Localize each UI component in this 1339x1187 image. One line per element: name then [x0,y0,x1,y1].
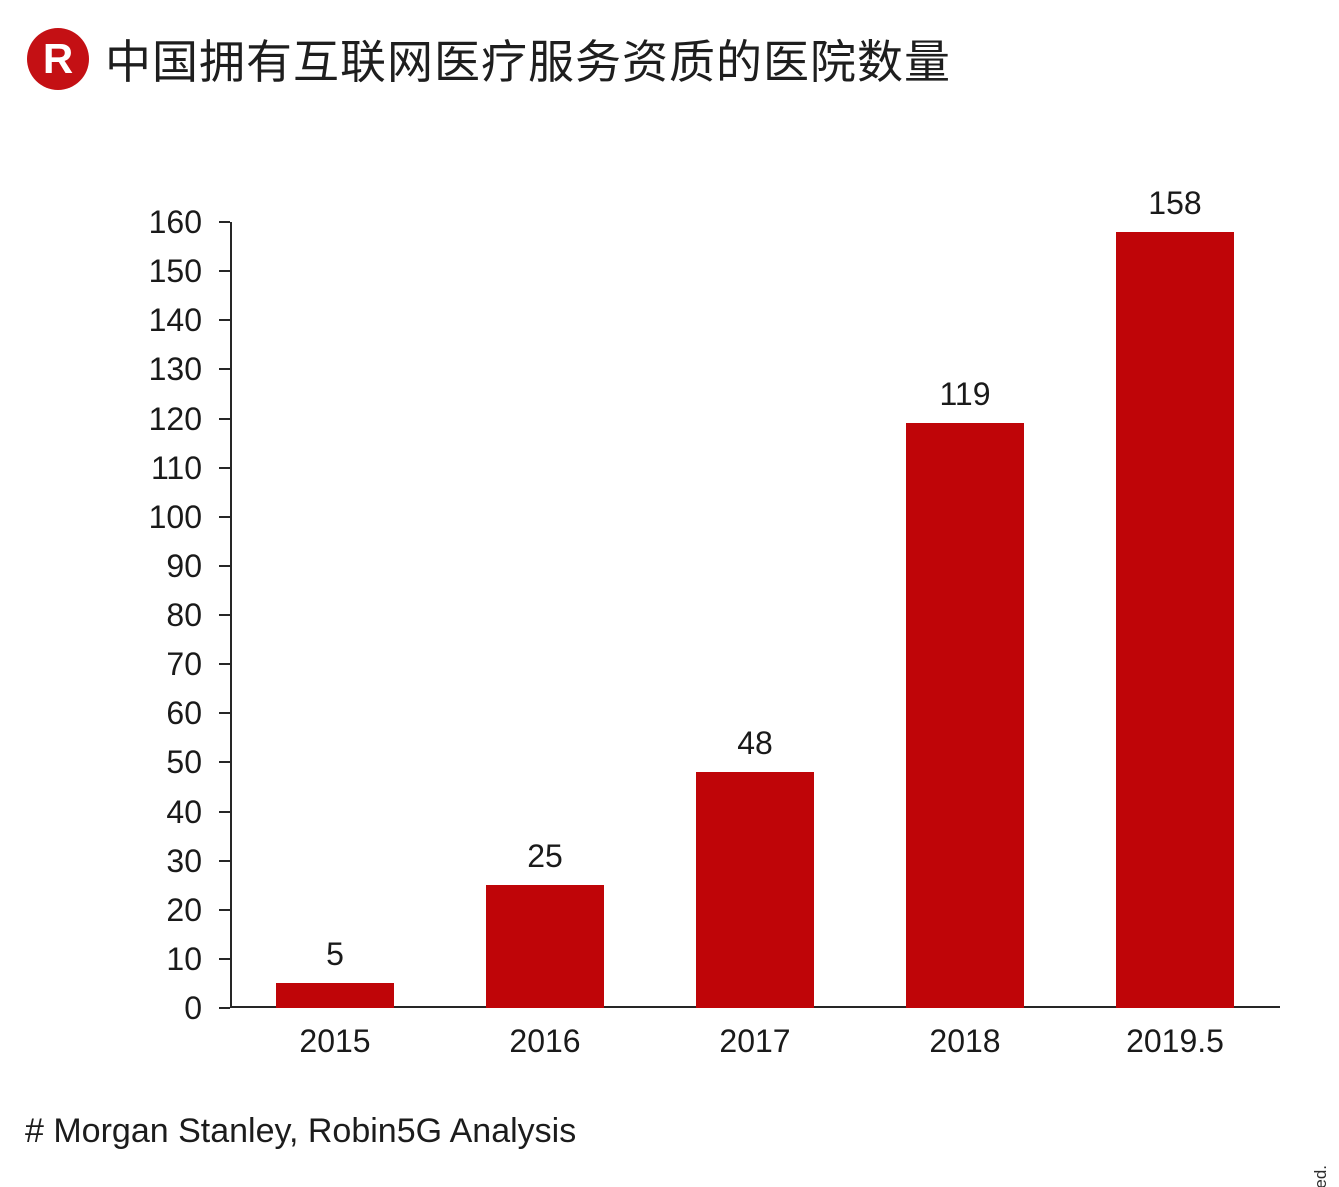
y-axis-tick [219,270,230,273]
y-axis-tick-label: 20 [166,891,202,928]
y-axis-tick-label: 10 [166,940,202,977]
y-axis-tick-label: 40 [166,793,202,830]
bar-2016 [486,885,604,1008]
y-axis-tick [219,859,230,862]
bar-value-label: 158 [1148,184,1202,221]
y-axis-tick-label: 150 [148,253,202,290]
y-axis-tick-label: 0 [184,990,202,1026]
bar-value-label: 5 [326,936,344,973]
chart-title: 中国拥有互联网医疗服务资质的医院数量 [105,36,951,88]
bar-value-label: 25 [527,838,563,875]
y-axis-tick [219,761,230,764]
y-axis-tick-label: 70 [166,646,202,683]
robin5g-logo-icon: R [27,28,89,90]
y-axis-tick-label: 160 [148,204,202,240]
y-axis-tick-label: 90 [166,547,202,584]
bar-2019.5 [1116,231,1234,1008]
y-axis-tick-label: 60 [166,695,202,732]
y-axis-tick [219,368,230,371]
y-axis-tick [219,466,230,469]
copyright-note: Copyright @ 2020 by Robin5G. All rights … [1311,1165,1331,1187]
y-axis-tick [219,319,230,322]
y-axis-tick [219,614,230,616]
x-axis-tick-label: 2016 [509,1023,581,1059]
y-axis-tick [219,663,230,666]
bar-2017 [696,772,814,1008]
bar-2015 [276,983,394,1008]
x-axis-tick-label: 2018 [929,1023,1001,1059]
chart-header: R 中国拥有互联网医疗服务资质的医院数量 [27,26,951,92]
y-axis-tick [219,417,230,420]
y-axis-tick-label: 120 [148,400,202,437]
x-axis-tick-label: 2017 [719,1023,791,1059]
bar-value-label: 119 [939,376,991,413]
y-axis-tick [219,221,230,223]
y-axis-tick [219,908,230,911]
y-axis-tick [219,957,230,960]
bar-value-label: 48 [737,725,773,762]
y-axis-tick-label: 80 [166,597,202,633]
source-note: # Morgan Stanley, Robin5G Analysis [25,1112,577,1150]
y-axis-tick [219,810,230,813]
x-axis-tick-label: 2019.5 [1126,1023,1224,1059]
y-axis-tick-label: 140 [148,302,202,339]
y-axis-tick-label: 30 [166,842,202,879]
y-axis-tick-label: 130 [148,351,202,388]
y-axis-tick [219,1007,230,1009]
y-axis-tick [219,564,230,567]
x-axis-tick-label: 2015 [299,1023,371,1059]
y-axis-tick [219,712,230,715]
y-axis-tick-label: 110 [150,449,202,486]
y-axis-tick-label: 50 [166,744,202,781]
y-axis-tick [219,515,230,518]
y-axis-tick-label: 100 [148,498,202,535]
bar-2018 [906,423,1024,1008]
